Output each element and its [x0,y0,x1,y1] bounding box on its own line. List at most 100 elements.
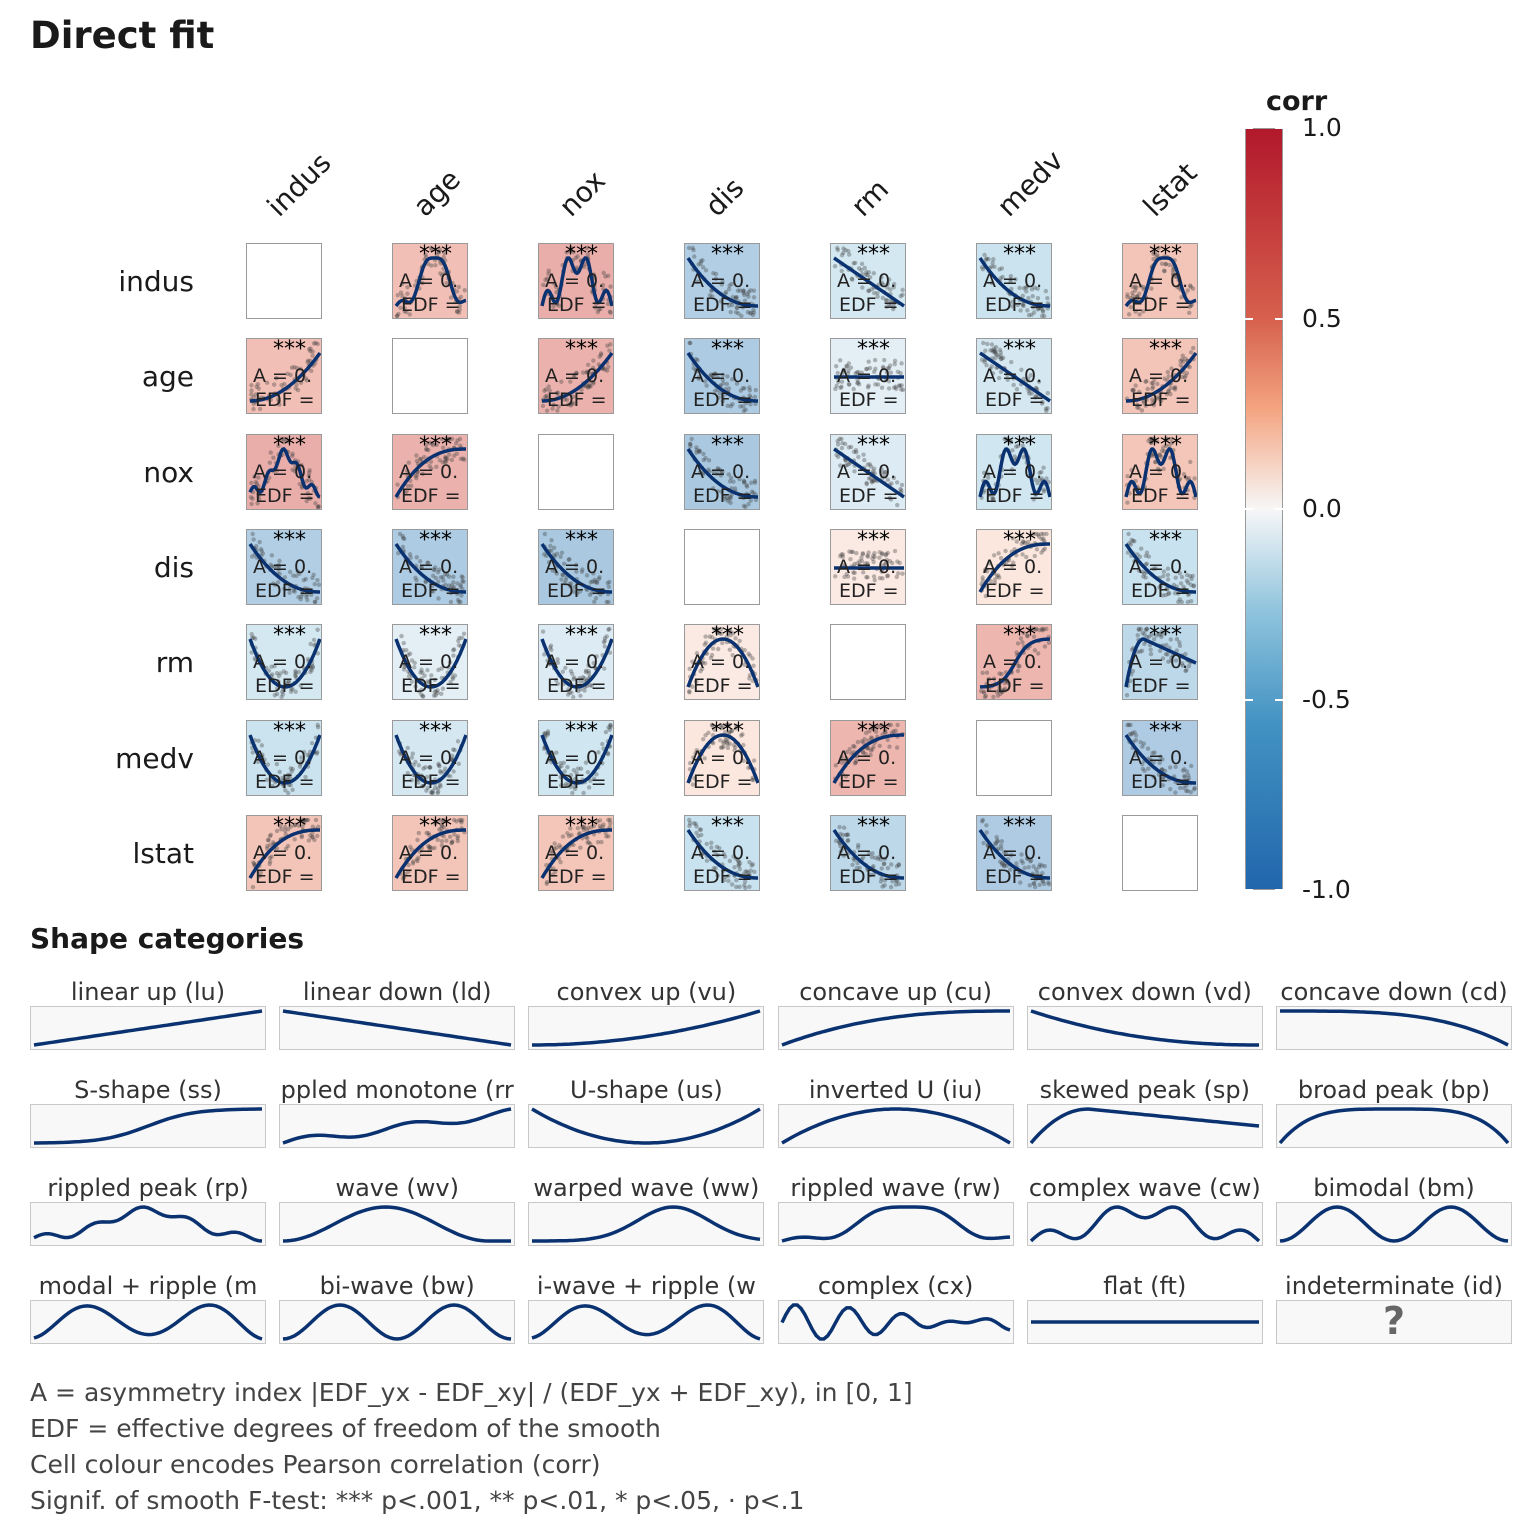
scatter-point [294,573,299,579]
scatter-point [742,662,747,668]
scatter-point [753,402,758,407]
scatter-point [439,691,444,697]
scatter-point [595,839,601,845]
scatter-point [540,629,546,634]
scatter-point [559,379,564,385]
smooth-curve [1124,733,1196,785]
scatter-point [1188,598,1194,604]
scatter-point [1137,291,1142,296]
scatter-point [834,364,839,369]
scatter-point [410,750,415,756]
colorbar-tick [1245,317,1253,320]
scatter-point [568,581,574,586]
scatter-point [565,692,571,697]
matrix-cell: *** A = 0. EDF = [976,338,1052,415]
scatter-point [432,820,438,826]
scatter-point [862,457,867,462]
scatter-point [1136,406,1141,411]
shape-box [528,1104,765,1148]
scatter-point [602,636,608,641]
scatter-point [747,884,752,889]
scatter-point [991,694,996,700]
scatter-point [738,404,743,409]
scatter-point [1151,774,1156,779]
scatter-point [1007,867,1013,872]
scatter-point [277,558,282,563]
cell-stars-text: *** [1149,624,1182,649]
scatter-point [1168,455,1173,460]
scatter-point [731,631,736,636]
scatter-point [1149,381,1154,386]
cell-plot [1124,531,1197,604]
scatter-point [406,460,412,465]
scatter-point [458,582,463,587]
scatter-point [561,760,566,765]
scatter-point [864,269,869,275]
scatter-point [871,559,876,564]
shape-label: bi-wave (bw) [319,1272,475,1300]
scatter-point [1020,640,1025,645]
scatter-point [865,385,871,390]
scatter-point [414,458,420,463]
scatter-point [583,670,589,675]
scatter-point [718,722,723,727]
cell-edf-text: EDF = [693,484,753,507]
scatter-point [433,689,439,694]
scatter-point [276,443,281,448]
shape-box: ? [1276,1299,1512,1344]
shape-curve [1280,1009,1509,1047]
scatter-point [867,728,872,734]
scatter-point [450,839,455,844]
scatter-point [1178,581,1184,586]
shape-label: complex (cx) [817,1272,974,1300]
matrix-cell: *** A = 0. EDF = [538,243,614,319]
shape-line [283,1205,512,1243]
scatter-point [546,559,552,565]
scatter-point [309,740,315,745]
diagonal-cell [1122,814,1198,891]
scatter-point [703,732,708,737]
scatter-point [437,763,442,768]
scatter-point [443,458,449,464]
shape-panel-rp: rippled peak (rp) [30,1174,266,1246]
cell-plot [540,626,613,700]
scatter-point [733,296,738,301]
scatter-point [604,368,610,374]
scatter-point [725,631,731,637]
scatter-point [736,862,741,867]
smooth-curve [250,352,321,404]
scatter-point [895,502,900,507]
scatter-point [702,755,707,761]
scatter-point [855,739,861,744]
scatter-point [402,536,407,542]
scatter-point [870,746,875,752]
scatter-point [1000,860,1005,866]
scatter-point [589,825,594,830]
scatter-point [450,753,455,758]
smooth-curve [248,733,321,785]
scatter-point [899,487,904,493]
shape-curve [1030,1009,1259,1047]
scatter-point [461,579,466,584]
colorbar-tick [1245,508,1253,510]
scatter-point [283,846,289,851]
scatter-point [835,371,840,376]
scatter-point [999,689,1005,695]
scatter-point [843,247,848,253]
scatter-point [721,493,727,499]
scatter-point [716,395,721,401]
scatter-point [850,549,855,554]
scatter-point [845,832,851,837]
scatter-point [841,367,847,373]
scatter-point [316,503,321,509]
scatter-point [1033,531,1039,537]
cell-edf-text: EDF = [401,579,461,602]
scatter-point [984,670,990,676]
scatter-point [555,681,561,687]
scatter-point [1187,365,1192,370]
scatter-point [459,593,464,598]
scatter-point [893,728,898,733]
scatter-point [1142,632,1147,637]
scatter-point [856,266,862,271]
scatter-point [292,836,297,842]
